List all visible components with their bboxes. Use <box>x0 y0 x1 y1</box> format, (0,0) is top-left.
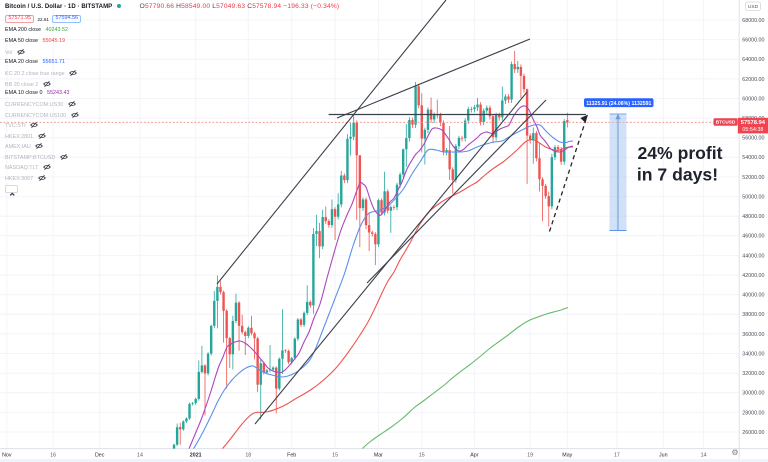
svg-text:Jun: Jun <box>659 452 668 458</box>
svg-text:Mar: Mar <box>374 452 383 458</box>
svg-text:USD: USD <box>748 4 759 10</box>
svg-text:Dec: Dec <box>95 452 105 458</box>
svg-text:48000.00: 48000.00 <box>742 214 764 220</box>
svg-text:54000.00: 54000.00 <box>742 155 764 161</box>
svg-text:15: 15 <box>332 452 338 458</box>
svg-text:14: 14 <box>137 452 143 458</box>
svg-text:34000.00: 34000.00 <box>742 351 764 357</box>
svg-text:14: 14 <box>701 452 707 458</box>
svg-text:Apr: Apr <box>470 452 478 458</box>
svg-text:56000.00: 56000.00 <box>742 136 764 142</box>
svg-text:36000.00: 36000.00 <box>742 332 764 338</box>
svg-text:05:54:38: 05:54:38 <box>742 127 763 133</box>
svg-text:11325.91 (24.06%) 1132591: 11325.91 (24.06%) 1132591 <box>586 101 651 107</box>
svg-text:May: May <box>562 452 572 458</box>
svg-text:66000.00: 66000.00 <box>742 38 764 44</box>
svg-text:64000.00: 64000.00 <box>742 57 764 63</box>
svg-text:46000.00: 46000.00 <box>742 234 764 240</box>
svg-text:38000.00: 38000.00 <box>742 312 764 318</box>
svg-text:in 7 days!: in 7 days! <box>637 164 718 184</box>
svg-text:62000.00: 62000.00 <box>742 77 764 83</box>
svg-text:44000.00: 44000.00 <box>742 253 764 259</box>
svg-text:BTCUSD: BTCUSD <box>716 120 736 125</box>
svg-text:18: 18 <box>245 452 251 458</box>
svg-text:40000.00: 40000.00 <box>742 293 764 299</box>
svg-text:42000.00: 42000.00 <box>742 273 764 279</box>
svg-text:50000.00: 50000.00 <box>742 195 764 201</box>
svg-text:15: 15 <box>419 452 425 458</box>
svg-text:60000.00: 60000.00 <box>742 96 764 102</box>
svg-text:24% profit: 24% profit <box>637 143 722 163</box>
svg-text:68000.00: 68000.00 <box>742 18 764 24</box>
svg-text:2021: 2021 <box>190 452 202 458</box>
svg-text:16: 16 <box>50 452 56 458</box>
svg-text:Feb: Feb <box>287 452 296 458</box>
svg-text:57578.94: 57578.94 <box>741 120 766 126</box>
svg-text:17: 17 <box>614 452 620 458</box>
svg-text:32000.00: 32000.00 <box>742 371 764 377</box>
svg-text:19: 19 <box>527 452 533 458</box>
svg-text:30000.00: 30000.00 <box>742 391 764 397</box>
svg-text:Nov: Nov <box>2 452 12 458</box>
svg-text:26000.00: 26000.00 <box>742 430 764 436</box>
svg-text:⚙: ⚙ <box>731 448 738 457</box>
svg-text:52000.00: 52000.00 <box>742 175 764 181</box>
svg-text:28000.00: 28000.00 <box>742 410 764 416</box>
